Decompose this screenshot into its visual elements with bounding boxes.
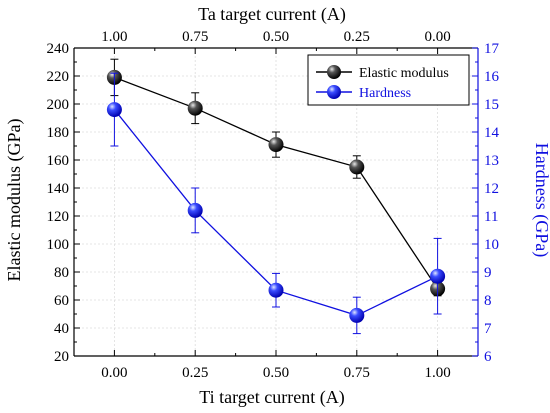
data-point-hardness xyxy=(430,268,446,284)
y-tick-label-left: 180 xyxy=(47,125,70,141)
y-tick-label-left: 220 xyxy=(47,69,70,85)
y-tick-label-left: 240 xyxy=(47,41,70,57)
y-tick-label-right: 14 xyxy=(484,125,500,141)
data-point-hardness xyxy=(187,202,203,218)
y-tick-label-left: 20 xyxy=(54,349,69,365)
legend: Elastic modulus Hardness xyxy=(307,54,470,106)
legend-marker-hardness xyxy=(327,85,341,99)
y-tick-label-left: 120 xyxy=(47,209,70,225)
y-tick-label-left: 200 xyxy=(47,97,70,113)
y-axis-label-right: Hardness (GPa) xyxy=(531,143,550,257)
y-tick-label-right: 16 xyxy=(484,69,500,85)
x-axis-label-top: Ta target current (A) xyxy=(198,4,346,25)
x-tick-label-bottom: 0.25 xyxy=(182,365,208,381)
series-group xyxy=(106,58,446,335)
axes: 0.00 1.00 0.25 0.75 0.50 0.50 0.75 0.25 1.00 0.00… xyxy=(47,29,500,381)
y-tick-label-right: 6 xyxy=(484,349,492,365)
data-point-hardness xyxy=(349,307,365,323)
legend-label-hardness: Hardness xyxy=(359,86,411,101)
y-tick-label-left: 60 xyxy=(54,293,69,309)
x-axis-label-bottom: Ti target current (A) xyxy=(199,387,344,408)
x-tick-label-bottom: 1.00 xyxy=(424,365,450,381)
y-tick-label-right: 15 xyxy=(484,97,499,113)
x-tick-label-top: 0.00 xyxy=(424,29,450,45)
data-point-hardness xyxy=(106,102,122,118)
y-tick-label-left: 80 xyxy=(54,265,69,281)
y-tick-label-right: 13 xyxy=(484,153,499,169)
x-tick-label-top: 1.00 xyxy=(101,29,127,45)
data-point-hardness xyxy=(268,282,284,298)
y-axis-label-left: Elastic modulus (GPa) xyxy=(4,119,25,282)
y-tick-label-right: 11 xyxy=(484,209,498,225)
y-tick-label-right: 8 xyxy=(484,293,492,309)
y-tick-label-right: 7 xyxy=(484,321,492,337)
y-tick-label-left: 160 xyxy=(47,153,70,169)
x-tick-label-top: 0.50 xyxy=(263,29,289,45)
y-tick-label-left: 100 xyxy=(47,237,70,253)
x-tick-label-bottom: 0.75 xyxy=(344,365,370,381)
x-tick-label-top: 0.75 xyxy=(182,29,208,45)
y-tick-label-right: 12 xyxy=(484,181,499,197)
y-tick-label-right: 10 xyxy=(484,237,499,253)
x-tick-label-bottom: 0.50 xyxy=(263,365,289,381)
data-point-elastic-modulus xyxy=(349,159,365,175)
legend-label-elastic: Elastic modulus xyxy=(359,66,449,81)
y-tick-label-right: 9 xyxy=(484,265,492,281)
data-point-elastic-modulus xyxy=(187,100,203,116)
y-tick-label-right: 17 xyxy=(484,41,500,57)
legend-marker-elastic xyxy=(327,65,341,79)
x-tick-label-bottom: 0.00 xyxy=(101,365,127,381)
x-tick-label-top: 0.25 xyxy=(344,29,370,45)
data-point-elastic-modulus xyxy=(268,137,284,153)
y-tick-label-left: 40 xyxy=(54,321,69,337)
y-tick-label-left: 140 xyxy=(47,181,70,197)
